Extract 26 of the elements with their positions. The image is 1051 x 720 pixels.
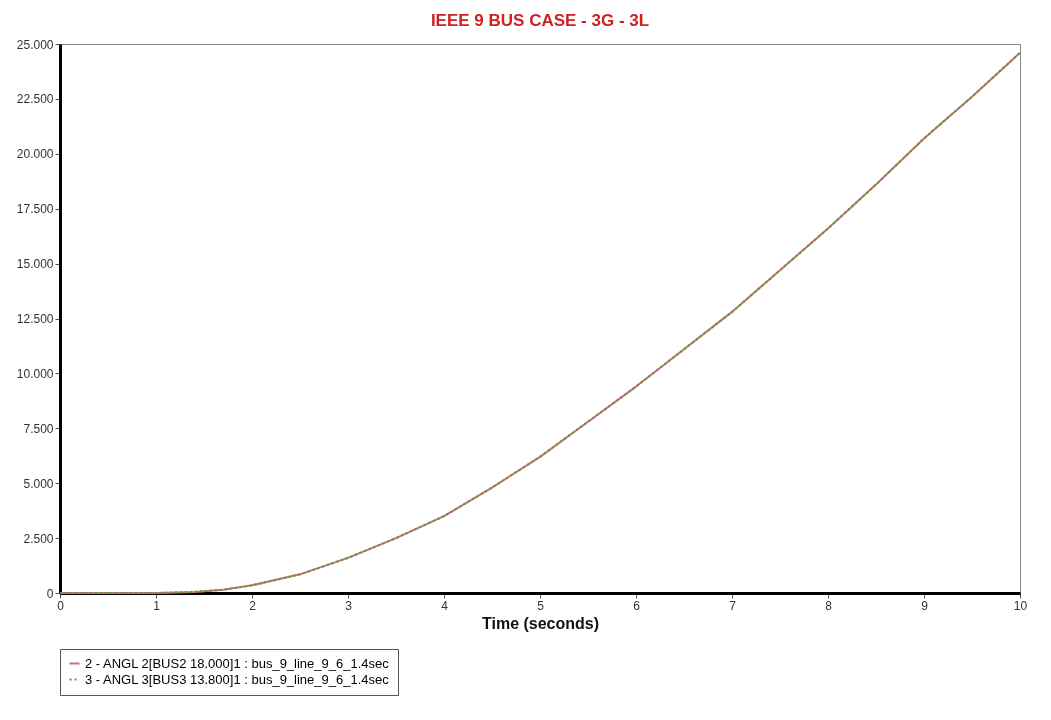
y-tick-label: 2.500 [23,531,54,546]
y-tick-label: 12.500 [16,312,54,326]
y-tick-label: 15.000 [16,257,54,272]
y-tick-label: 22.500 [16,92,54,107]
x-tick-label: 7 [729,598,737,613]
legend-label: 3 - ANGL 3[BUS3 13.800]1 : bus_9_line_9_6_1.4sec [85,671,390,687]
x-tick-label: 10 [1013,598,1028,613]
y-tick-label: 17.500 [16,202,54,217]
chart-title: IEEE 9 BUS CASE - 3G - 3L [430,11,650,30]
x-tick-label: 6 [633,598,641,613]
x-tick-label: 0 [57,598,65,613]
legend-label: 2 - ANGL 2[BUS2 18.000]1 : bus_9_line_9_6_1.4sec [85,655,390,671]
x-tick-label: 2 [249,598,257,613]
y-tick-label: 5.000 [23,476,54,491]
y-tick-label: 0 [46,586,54,601]
y-tick-label: 7.500 [23,421,54,436]
x-tick-label: 1 [153,598,161,613]
x-tick-label: 4 [441,598,449,613]
x-tick-label: 5 [537,598,545,613]
y-tick-label: 20.000 [16,147,54,162]
x-tick-label: 3 [345,598,353,613]
x-axis-title: Time (seconds) [481,614,600,632]
y-tick-label: 25.000 [16,37,54,52]
x-tick-label: 8 [825,598,833,613]
y-tick-label: 10.000 [16,366,54,381]
x-tick-label: 9 [921,598,929,613]
